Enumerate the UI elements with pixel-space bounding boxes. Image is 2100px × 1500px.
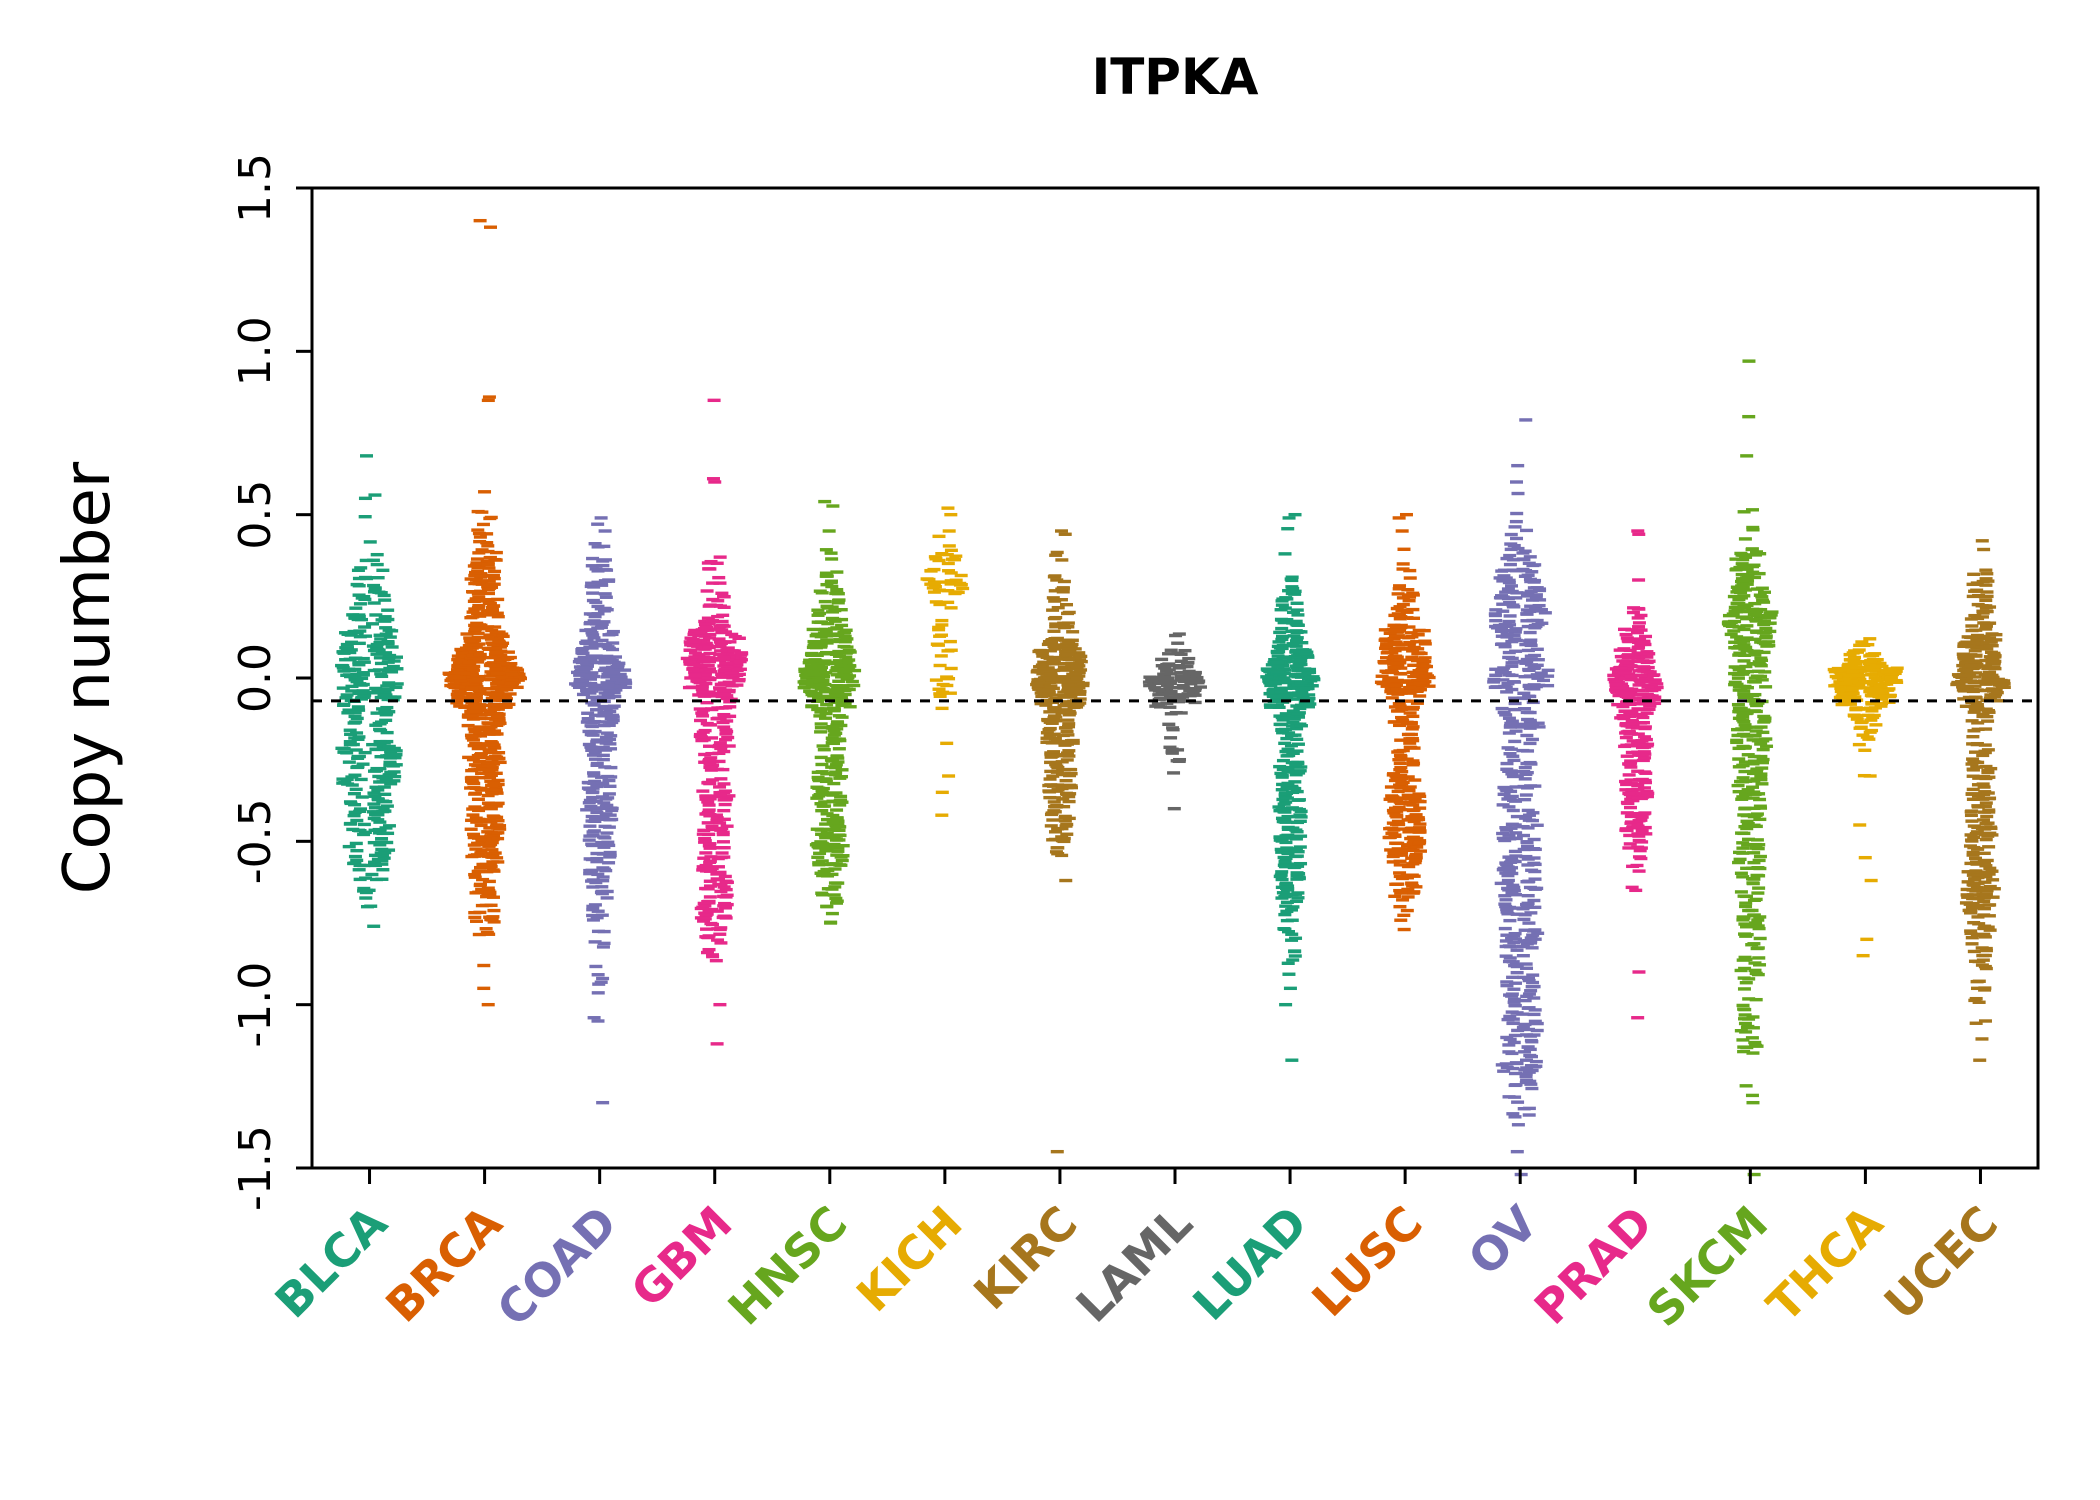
x-category-label: KIRC [963, 1196, 1087, 1320]
violin-kirc [1030, 529, 1090, 1154]
violin-gbm [680, 398, 749, 1046]
violin-ov [1487, 418, 1555, 1177]
y-tick-label: -1.5 [230, 1125, 281, 1211]
x-category-label: LUSC [1301, 1196, 1432, 1327]
y-tick-label: 1.5 [230, 153, 281, 223]
x-category-label: LAML [1066, 1196, 1203, 1333]
x-category-label: UCEC [1874, 1196, 2009, 1331]
y-tick-label: -0.5 [230, 798, 281, 884]
violin-skcm [1721, 359, 1779, 1177]
x-category-label: BRCA [375, 1195, 512, 1332]
chart-title: ITPKA [1091, 48, 1259, 106]
y-tick-label: 0.5 [230, 480, 281, 550]
y-tick-label: -1.0 [230, 962, 281, 1048]
x-category-label: THCA [1757, 1195, 1894, 1332]
violin-ucec [1950, 539, 2011, 1062]
violin-brca [442, 218, 528, 1007]
x-category-label: BLCA [265, 1195, 398, 1328]
violin-coad [569, 516, 633, 1105]
violin-luad [1260, 512, 1321, 1062]
y-tick-label: 1.0 [230, 316, 281, 386]
violin-prad [1607, 529, 1664, 1020]
violin-kich [920, 506, 970, 817]
y-axis: 1.5 1.0 0.5 0.0 -0.5 -1.0 -1.5 [230, 153, 312, 1211]
x-category-label: COAD [486, 1196, 627, 1337]
x-category-label: SKCM [1637, 1196, 1779, 1338]
x-category-label: LUAD [1183, 1196, 1318, 1331]
violin-laml [1142, 632, 1207, 811]
violin-blca [335, 454, 404, 928]
x-category-label: KICH [846, 1196, 973, 1323]
y-tick-label: 0.0 [230, 643, 281, 713]
x-category-label: OV [1458, 1195, 1548, 1285]
violin-hnsc [797, 499, 862, 925]
violin-thca [1827, 637, 1904, 958]
x-category-label: HNSC [718, 1196, 858, 1336]
x-category-label: PRAD [1524, 1196, 1663, 1335]
violin-lusc [1374, 512, 1436, 932]
